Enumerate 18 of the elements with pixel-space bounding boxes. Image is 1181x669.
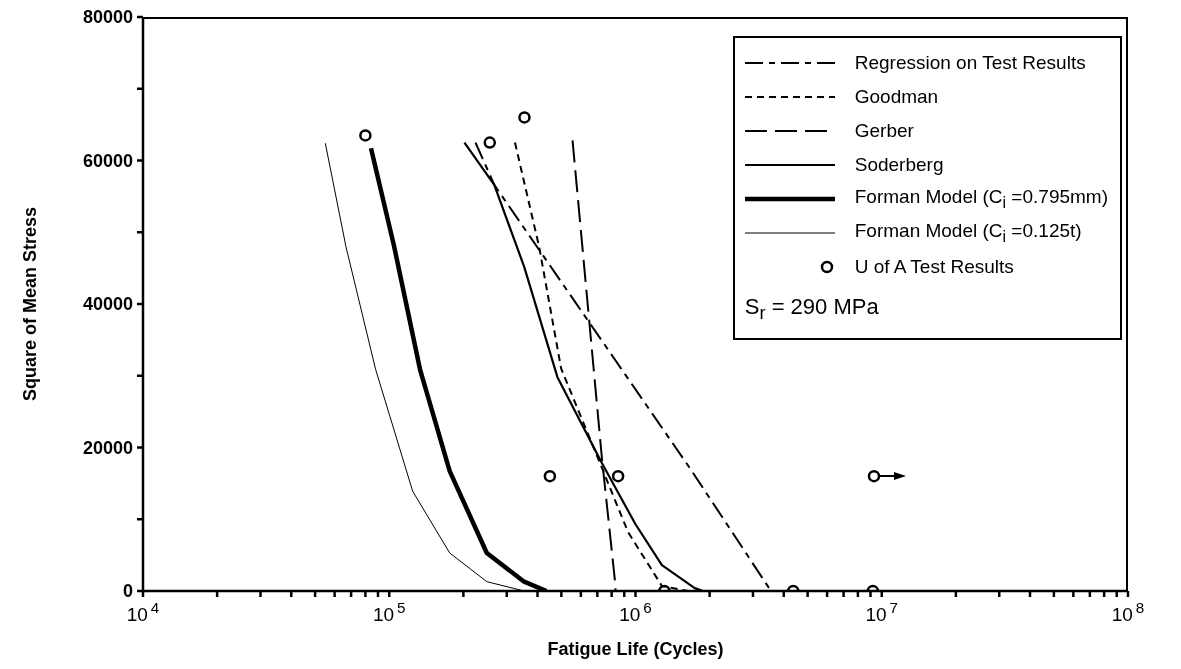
y-tick-label: 20000: [82, 436, 133, 459]
legend-label: Soderberg: [854, 154, 944, 176]
y-axis-title: Square of Mean Stress: [20, 206, 41, 402]
y-tick-label: 80000: [82, 6, 133, 28]
legend-label: Goodman: [854, 86, 939, 108]
x-axis-title: Fatigue Life (Cycles): [547, 639, 724, 659]
legend-label: U of A Test Results: [854, 256, 1014, 278]
y-tick-label: 40000: [82, 293, 133, 315]
legend-label: Forman Model (C$_{i}$ =0.795mm): [854, 186, 1108, 212]
annotation: S$_{r}$ = 290 MPa: [744, 294, 880, 325]
legend-label: Gerber: [854, 120, 914, 142]
legend-label: Regression on Test Results: [854, 52, 1086, 74]
legend-label: Forman Model (C$_{i}$ =0.125t): [854, 220, 1082, 246]
x-tick-label: 10$^{8}$: [1111, 598, 1145, 625]
x-tick-label: 10$^{5}$: [372, 598, 406, 625]
x-tick-label: 10$^{7}$: [865, 598, 899, 625]
y-tick-label: 60000: [82, 149, 133, 172]
x-tick-label: 10$^{6}$: [619, 598, 652, 625]
